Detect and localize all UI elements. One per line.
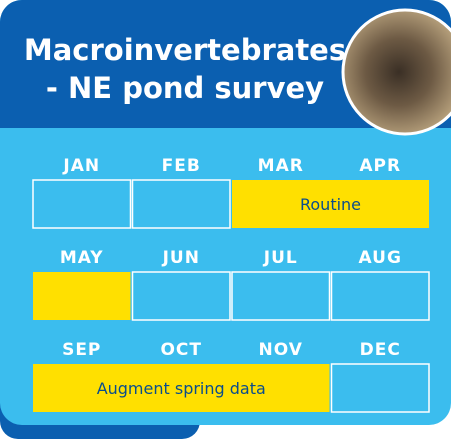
empty-cell [330,271,430,321]
month-label: JAN [62,156,100,176]
activity-block [33,364,330,412]
activity-label: Augment spring data [97,379,266,398]
month-label: DEC [360,340,401,360]
activity-block [33,272,131,320]
month-label: NOV [259,340,303,360]
month-label: MAY [60,248,104,268]
empty-cell [32,179,132,229]
empty-cell [131,179,231,229]
month-label: APR [359,156,401,176]
month-label: SEP [62,340,101,360]
month-label: FEB [162,156,201,176]
month-label: JUL [263,248,298,268]
month-label: OCT [160,340,202,360]
activity-block [232,180,429,228]
month-label: AUG [359,248,402,268]
month-label: MAR [258,156,304,176]
empty-cell [131,271,231,321]
empty-cell [231,271,331,321]
title: - NE pond survey [46,71,324,105]
empty-cell [330,363,430,413]
month-label: JUN [162,248,200,268]
activity-label: Routine [300,195,361,214]
title: Macroinvertebrates [24,33,346,67]
photo [341,8,451,136]
